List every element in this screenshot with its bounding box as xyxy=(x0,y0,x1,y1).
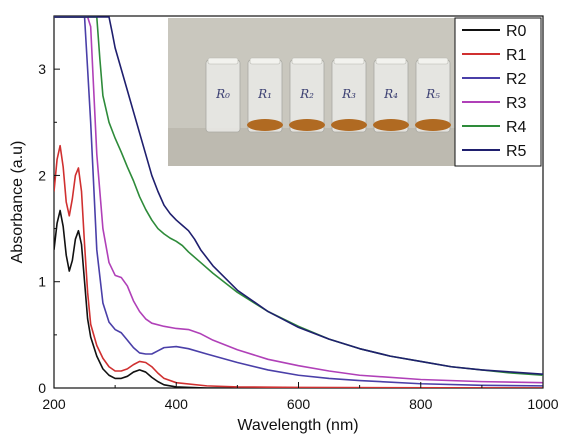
vial-sediment xyxy=(247,119,283,131)
x-tick-label: 200 xyxy=(42,396,66,412)
legend-box xyxy=(454,17,542,167)
x-axis-label: Wavelength (nm) xyxy=(237,417,358,434)
vial-sediment xyxy=(415,119,451,131)
y-tick-label: 3 xyxy=(38,61,46,77)
vial-neck xyxy=(333,57,365,65)
inset-photo-shelf xyxy=(168,128,455,166)
vial-label: R₁ xyxy=(257,87,272,101)
x-tick-label: 1000 xyxy=(527,396,558,412)
x-axis-ticks: 200 400 600 800 1000 xyxy=(42,382,559,412)
inset-photo: R₀ R₁ R₂ R₃ R₄ R₅ xyxy=(168,18,455,166)
y-tick-label: 0 xyxy=(38,380,46,396)
series-line-r5 xyxy=(54,16,543,375)
x-tick-label: 800 xyxy=(409,396,433,412)
series-line-r1 xyxy=(54,144,543,388)
series-line-r2 xyxy=(54,16,543,387)
vial-sediment xyxy=(331,119,367,131)
vial-sediment xyxy=(373,119,409,131)
vial-neck xyxy=(207,57,239,65)
x-tick-label: 400 xyxy=(165,396,189,412)
vial-label: R₅ xyxy=(425,87,440,101)
series-line-r3 xyxy=(54,16,543,384)
vial-label: R₀ xyxy=(215,87,230,101)
legend-label-r1: R1 xyxy=(506,47,527,64)
vial-label: R₂ xyxy=(299,87,314,101)
y-axis-label: Absorbance (a.u) xyxy=(9,141,26,264)
y-tick-label: 2 xyxy=(38,167,46,183)
legend-label-r5: R5 xyxy=(506,143,527,160)
legend-label-r4: R4 xyxy=(506,119,527,136)
vial-label: R₄ xyxy=(383,87,398,101)
vial-label: R₃ xyxy=(341,87,356,101)
legend-label-r2: R2 xyxy=(506,71,527,88)
y-axis-ticks: 0 1 2 3 xyxy=(38,61,60,396)
legend: R0 R1 R2 R3 R4 R5 xyxy=(454,17,542,167)
vial-neck xyxy=(249,57,281,65)
vial-neck xyxy=(375,57,407,65)
legend-label-r0: R0 xyxy=(506,23,527,40)
x-tick-label: 600 xyxy=(287,396,311,412)
series-line-r0 xyxy=(54,209,543,388)
vial-sediment xyxy=(289,119,325,131)
series-layer xyxy=(54,16,543,388)
vial-neck xyxy=(291,57,323,65)
vials-group: R₀ R₁ R₂ R₃ R₄ R₅ xyxy=(205,57,451,133)
legend-label-r3: R3 xyxy=(506,95,527,112)
vial-neck xyxy=(417,57,449,65)
y-tick-label: 1 xyxy=(38,274,46,290)
